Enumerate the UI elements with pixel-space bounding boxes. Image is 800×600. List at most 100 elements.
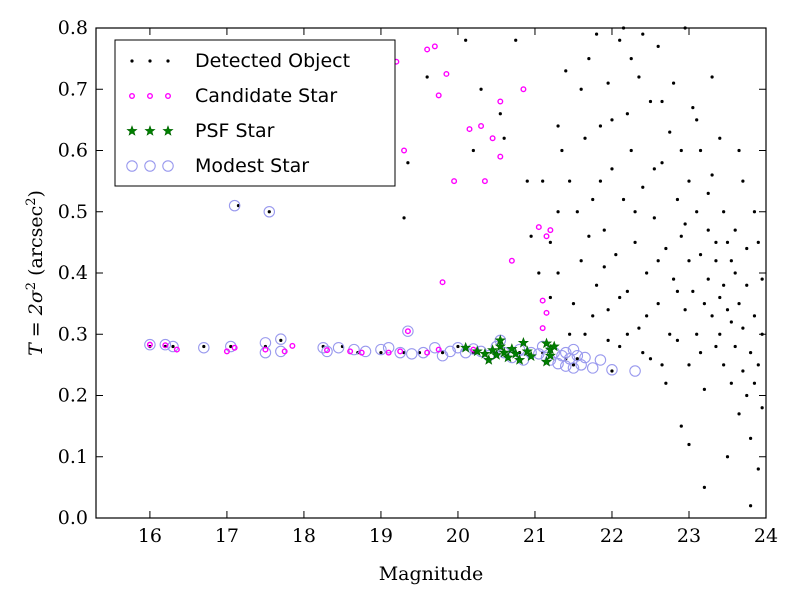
detected-object-point <box>714 344 718 349</box>
candidate-star-point <box>451 178 458 185</box>
x-tick-label: 23 <box>677 525 701 547</box>
detected-object-point <box>583 136 587 140</box>
detected-object-point <box>729 259 733 263</box>
detected-object-point <box>583 332 587 336</box>
x-tick-label: 18 <box>292 525 316 547</box>
detected-object-point <box>706 191 710 195</box>
detected-object-point <box>737 148 741 153</box>
candidate-star-point <box>539 297 546 304</box>
detected-object-point <box>683 222 687 226</box>
detected-object-point <box>656 44 660 48</box>
detected-object-point <box>618 344 622 349</box>
detected-object-point <box>652 216 656 220</box>
detected-object-point <box>741 369 745 373</box>
detected-object-point <box>641 32 645 36</box>
detected-object-point <box>725 308 730 312</box>
modest-star-point <box>382 341 395 354</box>
x-tick-label: 20 <box>446 525 470 547</box>
detected-object-point <box>571 302 576 306</box>
detected-object-point <box>756 240 760 244</box>
detected-object-point <box>641 185 645 189</box>
detected-object-point <box>702 302 706 306</box>
detected-object-point <box>752 210 757 214</box>
candidate-star-point <box>508 257 515 264</box>
detected-object-point <box>633 240 637 244</box>
legend-marker-candidate <box>128 92 135 99</box>
candidate-star-point <box>481 178 488 185</box>
detected-object-point <box>710 314 714 318</box>
candidate-star-point <box>231 344 238 351</box>
candidate-star-point <box>543 233 550 240</box>
detected-object-point <box>718 295 722 300</box>
psf-star-point <box>494 340 506 352</box>
detected-object-point <box>660 99 664 104</box>
psf-star-point <box>544 349 556 361</box>
modest-star-point <box>402 325 414 337</box>
candidate-star-point <box>162 342 169 349</box>
detected-object-point <box>618 38 622 42</box>
detected-object-point <box>602 265 606 269</box>
modest-star-point <box>467 343 480 355</box>
detected-object-point <box>641 351 645 355</box>
candidate-star-point <box>435 346 442 353</box>
detected-object-point <box>729 381 733 385</box>
detected-object-point <box>614 253 618 257</box>
detected-object-point <box>587 57 591 61</box>
legend-marker-detected <box>130 59 134 63</box>
detected-object-point <box>752 314 757 318</box>
detected-object-point <box>202 344 206 349</box>
detected-object-point <box>479 87 483 91</box>
modest-star-point <box>560 360 572 372</box>
detected-object-point <box>425 75 429 79</box>
psf-star-point <box>471 345 483 357</box>
psf-star-point <box>483 354 495 365</box>
detected-object-point <box>698 351 703 355</box>
y-tick-label: 0.7 <box>58 78 88 100</box>
candidate-star-point <box>478 122 485 129</box>
modest-star-point <box>567 343 580 356</box>
detected-object-point <box>714 240 718 244</box>
legend-label-detected: Detected Object <box>195 50 350 72</box>
detected-object-point <box>502 136 506 140</box>
detected-object-point <box>733 271 737 275</box>
legend-box <box>114 39 396 187</box>
detected-object-point <box>548 240 552 244</box>
detected-object-point <box>618 295 622 300</box>
detected-object-point <box>625 289 629 293</box>
modest-star-point <box>275 333 287 345</box>
detected-object-point <box>594 32 599 36</box>
modest-star-point <box>332 341 345 354</box>
detected-object-point <box>748 436 753 440</box>
candidate-star-point <box>439 279 446 286</box>
detected-object-point <box>637 326 641 330</box>
candidate-star-point <box>497 153 504 160</box>
detected-object-point <box>575 357 579 361</box>
ticks-layer: 16 17 18 19 20 21 22 23 24 0.0 0.1 0.2 0.3 0.4 0.5 0.6 0… <box>58 17 778 547</box>
candidate-star-point <box>547 227 554 234</box>
psf-star-point <box>548 340 560 352</box>
legend-marker-modest <box>162 160 174 172</box>
modest-star-point <box>405 348 418 360</box>
detected-object-point <box>556 210 560 214</box>
detected-object-point <box>745 246 749 251</box>
x-axis-title: Magnitude <box>379 563 484 585</box>
legend-marker-candidate <box>146 92 153 99</box>
legend-label-psf: PSF Star <box>195 120 275 142</box>
psf-star-point <box>540 337 553 349</box>
candidate-star-point <box>404 328 411 335</box>
detected-object-point <box>579 87 583 91</box>
modest-star-point <box>375 343 387 356</box>
detected-object-point <box>698 253 703 257</box>
detected-object-point <box>760 406 764 410</box>
detected-object-point <box>675 197 680 202</box>
detected-object-point <box>722 210 726 214</box>
detected-object-point <box>725 240 730 244</box>
y-tick-label: 0.3 <box>58 323 88 345</box>
legend-label-modest: Modest Star <box>195 155 309 177</box>
modest-star-point <box>275 345 287 358</box>
candidate-star-point <box>431 43 438 50</box>
modest-star-point <box>228 199 241 212</box>
detected-object-point <box>706 277 710 281</box>
detected-object-point <box>645 314 649 318</box>
